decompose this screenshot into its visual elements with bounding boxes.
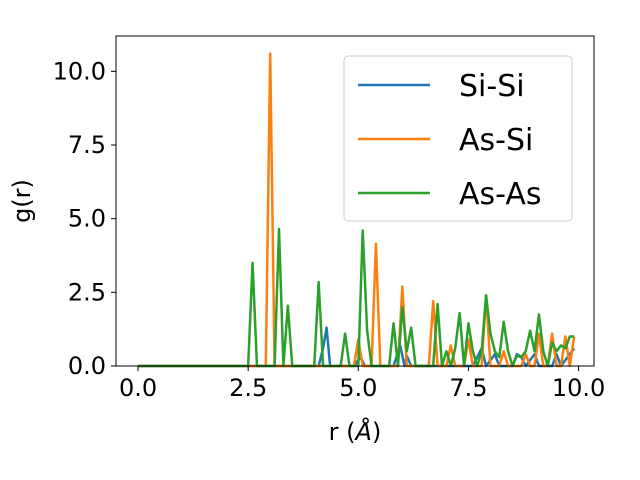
series-line-as-as [138,227,575,368]
y-tick-label: 5.0 [68,205,106,233]
x-tick-label: 0.0 [119,374,157,402]
y-tick-label: 10.0 [53,57,106,85]
legend-label-si-si: Si-Si [459,69,525,104]
y-axis: 0.0 2.5 5.0 7.5 10.0 [53,57,116,380]
x-axis: 0.0 2.5 5.0 7.5 10.0 [119,366,605,402]
x-tick-label: 7.5 [449,374,487,402]
legend-label-as-as: As-As [459,177,541,212]
x-tick-label: 10.0 [552,374,605,402]
legend: Si-Si As-Si As-As [343,55,573,222]
legend-label-as-si: As-Si [459,123,533,158]
y-tick-label: 2.5 [68,278,106,306]
legend-items: Si-Si As-Si As-As [358,69,541,212]
y-axis-title: g(r) [8,179,36,223]
y-tick-label: 7.5 [68,131,106,159]
plot-frame [115,35,595,367]
x-axis-title-suffix: ) [372,418,381,446]
y-tick-label: 0.0 [68,352,106,380]
legend-box [343,55,573,222]
x-axis-title-prefix: r ( [329,418,356,446]
x-axis-title: r (Å) [329,417,382,446]
x-tick-label: 2.5 [229,374,267,402]
x-axis-title-unit: Å [354,417,372,446]
x-tick-label: 5.0 [339,374,377,402]
